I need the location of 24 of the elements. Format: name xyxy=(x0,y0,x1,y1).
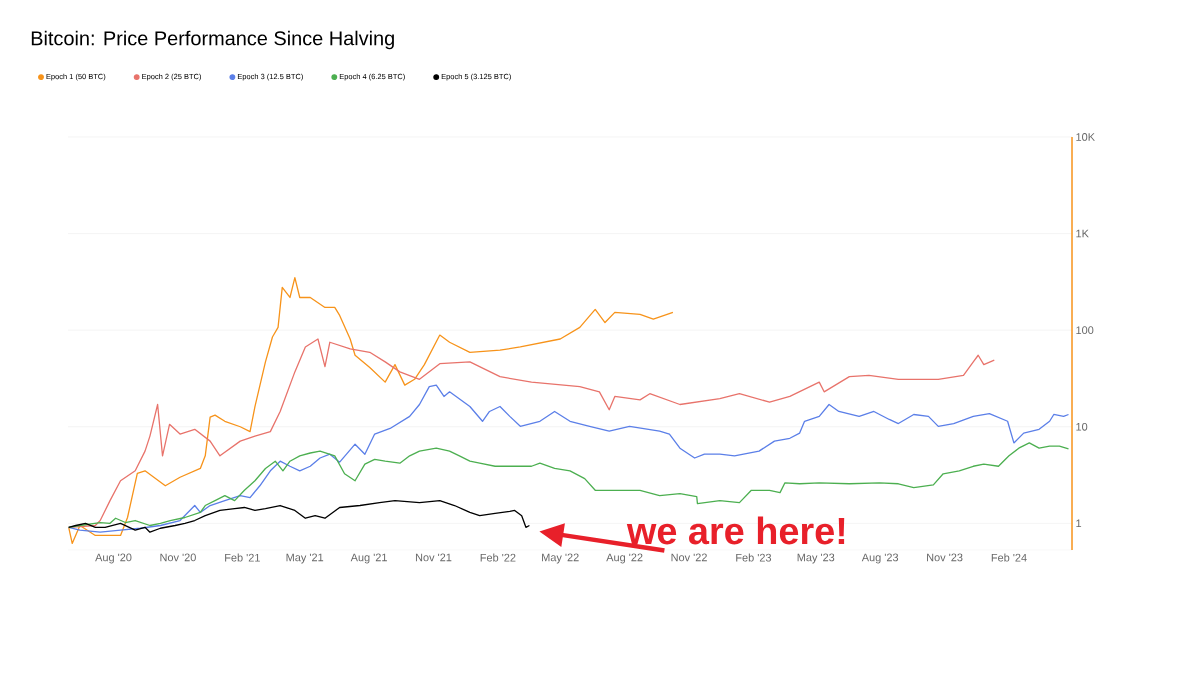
x-tick-label: Aug '21 xyxy=(350,553,387,564)
x-tick-label: May '22 xyxy=(542,553,579,564)
x-tick-label: Feb '22 xyxy=(480,553,516,562)
line-series xyxy=(68,276,674,545)
y-tick-label: 1 xyxy=(1076,519,1082,528)
x-tick-label: Feb '21 xyxy=(225,553,260,562)
x-tick-label: Nov '20 xyxy=(160,553,196,562)
x-tick-label: Aug '22 xyxy=(606,553,643,564)
x-tick-label: Feb '23 xyxy=(736,553,772,562)
x-tick-label: Nov '23 xyxy=(927,553,963,562)
x-tick-label: Nov '21 xyxy=(415,553,452,562)
y-tick-label: 10K xyxy=(1076,133,1095,141)
y-tick-label: 1K xyxy=(1076,229,1089,238)
x-tick-label: Aug '23 xyxy=(861,553,899,564)
annotation: we are here! xyxy=(626,516,845,545)
x-tick-label: Feb '24 xyxy=(991,553,1027,562)
x-tick-label: Aug '20 xyxy=(95,553,132,564)
line-series xyxy=(68,499,531,533)
chart-title: Bitcoin: Price Performance Since Halving xyxy=(31,30,394,50)
x-tick-label: May '21 xyxy=(286,553,324,564)
x-tick-label: May '23 xyxy=(797,553,835,564)
y-tick-label: 10 xyxy=(1076,422,1088,431)
x-tick-label: Nov '22 xyxy=(671,553,707,562)
y-tick-label: 100 xyxy=(1076,326,1094,335)
